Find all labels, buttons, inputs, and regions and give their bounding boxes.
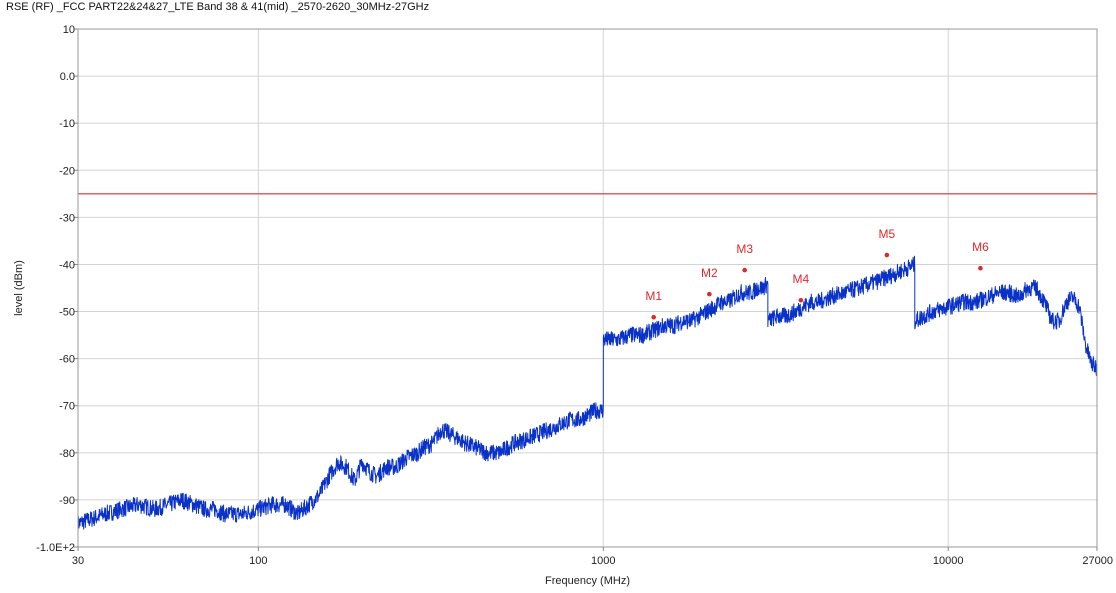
x-axis-title: Frequency (MHz) xyxy=(545,575,630,587)
y-tick-label: -10 xyxy=(59,118,75,130)
marker-label: M4 xyxy=(793,272,810,286)
marker-label: M6 xyxy=(972,240,989,254)
y-tick-label: -50 xyxy=(59,307,75,319)
y-tick-label: -40 xyxy=(59,259,75,271)
marker-point xyxy=(742,267,747,273)
marker-point xyxy=(884,252,890,258)
y-axis-ticks: 10 0.0 -10 -20 -30 -40 -50 -60 -70 -80 -90 -1.0E+2 xyxy=(36,24,78,554)
y-axis-title: level (dBm) xyxy=(13,260,25,316)
x-tick-label: 100 xyxy=(249,555,267,567)
y-tick-label: 10 xyxy=(63,24,75,36)
chart-title: RSE (RF) _FCC PART22&24&27_LTE Band 38 &… xyxy=(6,1,430,13)
marker-label: M1 xyxy=(645,289,662,303)
x-tick-label: 10000 xyxy=(933,555,964,567)
x-axis-ticks: 30 100 1000 10000 27000 xyxy=(72,547,1113,567)
y-tick-label: -70 xyxy=(59,401,75,413)
y-tick-label: -30 xyxy=(59,212,75,224)
marker-label: M3 xyxy=(736,242,753,256)
y-tick-label: -90 xyxy=(59,495,75,507)
y-tick-label: 0.0 xyxy=(60,71,75,83)
grid xyxy=(77,28,1098,548)
series-group xyxy=(77,255,1098,532)
markers-group: M1 M2 M3 M4 M5 M6 xyxy=(645,227,989,320)
y-tick-label: -60 xyxy=(59,354,75,366)
marker-point xyxy=(707,291,712,297)
marker-label: M5 xyxy=(879,227,896,241)
marker-point xyxy=(798,297,804,303)
plot-frame xyxy=(77,28,1098,548)
y-tick-label: -1.0E+2 xyxy=(36,542,75,554)
series-line xyxy=(77,255,1098,532)
marker-point xyxy=(651,314,656,320)
x-tick-label: 27000 xyxy=(1082,555,1113,567)
marker-label: M2 xyxy=(701,266,718,280)
marker-point xyxy=(978,265,983,271)
y-tick-label: -80 xyxy=(59,448,75,460)
x-tick-label: 30 xyxy=(72,555,84,567)
x-tick-label: 1000 xyxy=(591,555,615,567)
y-tick-label: -20 xyxy=(59,165,75,177)
